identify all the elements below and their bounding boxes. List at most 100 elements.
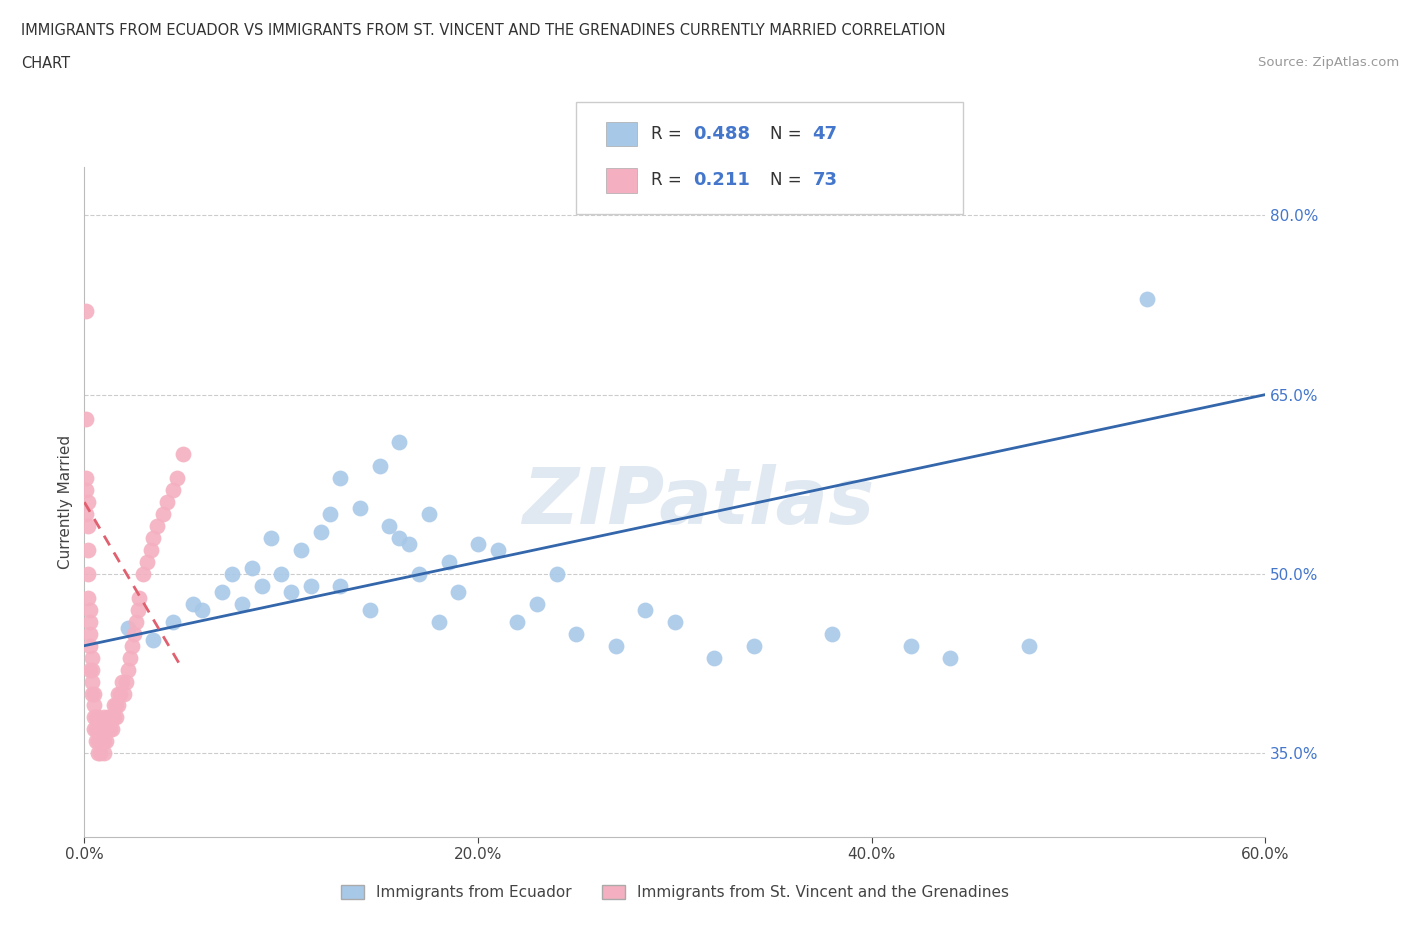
Point [605, 638, 627, 653]
Point [79, 603, 101, 618]
Point [359, 603, 381, 618]
Point [368, 458, 391, 473]
Point [91, 734, 114, 749]
Text: 47: 47 [813, 125, 838, 143]
Point [83, 686, 105, 701]
Point [447, 584, 470, 599]
Point [290, 542, 312, 557]
Point [565, 626, 588, 641]
Point [181, 596, 204, 611]
Point [84, 734, 107, 749]
Point [319, 507, 342, 522]
Point [82, 686, 104, 701]
Point [467, 537, 489, 551]
Point [299, 578, 322, 593]
Point [82, 674, 104, 689]
Point [114, 674, 136, 689]
Text: Source: ZipAtlas.com: Source: ZipAtlas.com [1258, 56, 1399, 69]
Point [546, 566, 568, 581]
Point [108, 686, 131, 701]
Text: N =: N = [770, 171, 807, 190]
Point [93, 710, 115, 724]
Point [79, 662, 101, 677]
Point [104, 710, 127, 724]
Point [427, 615, 450, 630]
Point [280, 584, 302, 599]
Point [486, 542, 509, 557]
Text: R =: R = [651, 171, 692, 190]
Point [437, 554, 460, 569]
Point [77, 566, 100, 581]
Point [378, 519, 401, 534]
Point [77, 542, 100, 557]
Point [172, 447, 194, 462]
Point [93, 746, 115, 761]
Point [141, 542, 163, 557]
Legend: Immigrants from Ecuador, Immigrants from St. Vincent and the Grenadines: Immigrants from Ecuador, Immigrants from… [335, 879, 1015, 907]
Point [156, 495, 179, 510]
Point [97, 722, 120, 737]
Point [75, 411, 97, 426]
Point [127, 603, 149, 618]
Point [329, 578, 352, 593]
Point [87, 710, 110, 724]
Point [118, 650, 141, 665]
Text: ZIPatlas: ZIPatlas [523, 464, 875, 540]
Point [79, 615, 101, 630]
Point [418, 507, 440, 522]
Text: R =: R = [651, 125, 688, 143]
Point [77, 495, 100, 510]
Point [211, 584, 233, 599]
Point [77, 591, 100, 605]
Point [103, 698, 125, 713]
Point [142, 632, 165, 647]
Point [821, 626, 844, 641]
Point [132, 566, 155, 581]
Point [526, 596, 548, 611]
Text: IMMIGRANTS FROM ECUADOR VS IMMIGRANTS FROM ST. VINCENT AND THE GRENADINES CURREN: IMMIGRANTS FROM ECUADOR VS IMMIGRANTS FR… [21, 23, 946, 38]
Point [87, 734, 110, 749]
Point [103, 710, 125, 724]
Point [408, 566, 430, 581]
Point [1018, 638, 1040, 653]
Point [270, 566, 292, 581]
Point [309, 525, 332, 539]
Point [112, 686, 135, 701]
Point [260, 531, 283, 546]
Point [191, 603, 214, 618]
Point [84, 722, 107, 737]
Point [388, 435, 411, 450]
Point [231, 596, 253, 611]
Point [398, 537, 420, 551]
Point [117, 620, 139, 635]
Point [83, 722, 105, 737]
Text: N =: N = [770, 125, 807, 143]
Point [506, 615, 529, 630]
Point [146, 519, 169, 534]
Point [83, 698, 105, 713]
Point [240, 561, 263, 576]
Point [111, 674, 134, 689]
Point [939, 650, 962, 665]
Point [89, 746, 111, 761]
Point [75, 507, 97, 522]
Point [89, 734, 111, 749]
Point [107, 698, 129, 713]
Point [82, 650, 104, 665]
Point [136, 554, 159, 569]
Text: CHART: CHART [21, 56, 70, 71]
Point [97, 710, 120, 724]
Point [84, 710, 107, 724]
Point [82, 662, 104, 677]
Point [94, 734, 117, 749]
Point [117, 662, 139, 677]
Point [128, 591, 150, 605]
Point [101, 710, 124, 724]
Point [75, 471, 97, 485]
Point [122, 626, 145, 641]
Point [349, 500, 371, 515]
Point [75, 483, 97, 498]
Point [77, 519, 100, 534]
Point [104, 698, 127, 713]
Point [166, 471, 188, 485]
